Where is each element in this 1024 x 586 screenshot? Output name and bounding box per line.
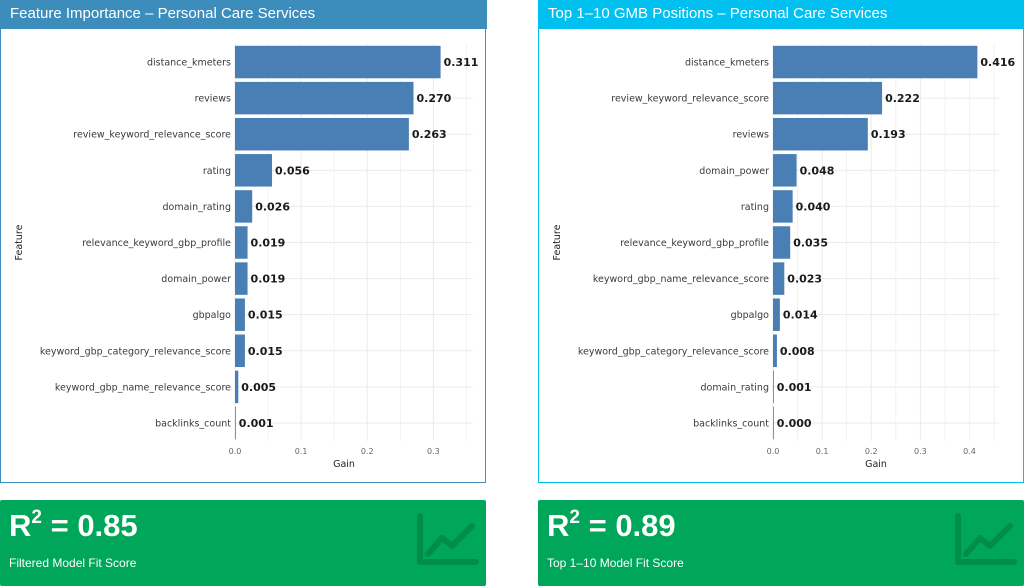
category-tick-label: backlinks_count (155, 418, 231, 429)
bar-value-label: 0.263 (412, 128, 447, 141)
category-tick-label: domain_power (699, 166, 769, 177)
category-tick-label: keyword_gbp_category_relevance_score (40, 346, 231, 357)
category-tick-label: keyword_gbp_name_relevance_score (593, 274, 769, 285)
bar-value-label: 0.001 (777, 381, 812, 394)
bar (235, 81, 414, 115)
x-tick-label: 0.2 (865, 447, 878, 456)
x-tick-label: 0.3 (914, 447, 927, 456)
x-tick-label: 0.3 (427, 447, 440, 456)
category-tick-label: backlinks_count (693, 418, 769, 429)
bar-value-label: 0.311 (444, 56, 479, 69)
category-tick-label: domain_rating (701, 382, 769, 393)
fit-score-label: Top 1–10 Model Fit Score (547, 556, 684, 570)
bar (773, 262, 785, 295)
bar-value-label: 0.026 (255, 200, 290, 213)
category-tick-label: domain_rating (163, 202, 231, 213)
bar-value-label: 0.008 (780, 345, 815, 358)
line-chart-icon (955, 513, 1017, 565)
bar-value-label: 0.014 (783, 309, 818, 322)
bar (773, 406, 774, 440)
bar-value-label: 0.040 (796, 200, 831, 213)
category-tick-label: review_keyword_relevance_score (73, 130, 231, 141)
category-tick-label: distance_kmeters (147, 58, 231, 69)
category-tick-label: keyword_gbp_name_relevance_score (55, 382, 231, 393)
category-tick-label: relevance_keyword_gbp_profile (620, 238, 769, 249)
bar (235, 226, 248, 259)
fit-value: 0.85 (77, 508, 138, 543)
bar (235, 190, 253, 223)
bar-value-label: 0.416 (980, 56, 1015, 69)
bar-value-label: 0.019 (251, 237, 286, 250)
category-tick-label: keyword_gbp_category_relevance_score (578, 346, 769, 357)
bar (773, 154, 797, 187)
bar (235, 334, 245, 368)
category-tick-label: gbpalgo (731, 310, 770, 321)
x-tick-label: 0.0 (767, 447, 780, 456)
category-tick-label: relevance_keyword_gbp_profile (82, 238, 231, 249)
fit-score-box: R2 = 0.89 Top 1–10 Model Fit Score (538, 500, 1024, 586)
fit-score-box: R2 = 0.85 Filtered Model Fit Score (0, 500, 486, 586)
category-tick-label: reviews (733, 130, 769, 141)
bar (773, 298, 780, 331)
bar-value-label: 0.000 (777, 417, 812, 430)
bar-value-label: 0.056 (275, 164, 310, 177)
category-tick-label: rating (741, 202, 769, 213)
top-positions-chart: 0.416 distance_kmeters 0.222 review_keyword… (552, 44, 1016, 470)
bar (235, 154, 273, 187)
bar-value-label: 0.001 (239, 417, 274, 430)
chart-box: Top 1–10 GMB Positions – Personal Care S… (538, 0, 1024, 483)
bar-value-label: 0.035 (793, 237, 828, 250)
panel-title: Top 1–10 GMB Positions – Personal Care S… (539, 0, 1024, 29)
bar (235, 370, 239, 404)
bar (773, 81, 883, 115)
y-axis-title: Feature (552, 224, 563, 260)
category-tick-label: domain_power (161, 274, 231, 285)
bar (235, 262, 248, 295)
chart-box: Feature Importance – Personal Care Servi… (0, 0, 487, 483)
line-chart-icon (417, 513, 479, 565)
category-tick-label: rating (203, 166, 231, 177)
bar (235, 45, 441, 79)
fit-value: 0.89 (615, 508, 676, 543)
bar (773, 226, 791, 259)
bar-value-label: 0.015 (248, 345, 283, 358)
bar (773, 370, 774, 404)
x-tick-label: 0.0 (229, 447, 242, 456)
x-tick-label: 0.1 (816, 447, 829, 456)
bar-value-label: 0.019 (251, 273, 286, 286)
bar (773, 190, 793, 223)
x-axis-title: Gain (865, 459, 887, 470)
category-tick-label: distance_kmeters (685, 58, 769, 69)
fit-score-label: Filtered Model Fit Score (9, 556, 137, 570)
bar-value-label: 0.015 (248, 309, 283, 322)
bar-value-label: 0.005 (241, 381, 276, 394)
bar-value-label: 0.023 (787, 273, 822, 286)
bar-value-label: 0.270 (417, 92, 452, 105)
panel-title: Feature Importance – Personal Care Servi… (1, 0, 487, 29)
bar-value-label: 0.222 (885, 92, 920, 105)
y-axis-title: Feature (14, 224, 25, 260)
bar (773, 45, 978, 79)
bar-value-label: 0.193 (871, 128, 906, 141)
category-tick-label: reviews (195, 94, 231, 105)
x-axis-title: Gain (333, 459, 355, 470)
bar (773, 117, 868, 151)
category-tick-label: review_keyword_relevance_score (611, 94, 769, 105)
bar (235, 406, 236, 440)
category-tick-label: gbpalgo (193, 310, 232, 321)
bar (235, 298, 245, 331)
bar (235, 117, 409, 151)
feature-importance-chart: 0.311 distance_kmeters 0.270 reviews 0.263 re… (14, 44, 479, 470)
bar-value-label: 0.048 (800, 164, 835, 177)
bar (773, 334, 777, 368)
x-tick-label: 0.2 (361, 447, 374, 456)
x-tick-label: 0.4 (963, 447, 976, 456)
x-tick-label: 0.1 (295, 447, 308, 456)
r-squared-value: R2 = 0.89 (547, 506, 676, 543)
r-squared-value: R2 = 0.85 (9, 506, 138, 543)
